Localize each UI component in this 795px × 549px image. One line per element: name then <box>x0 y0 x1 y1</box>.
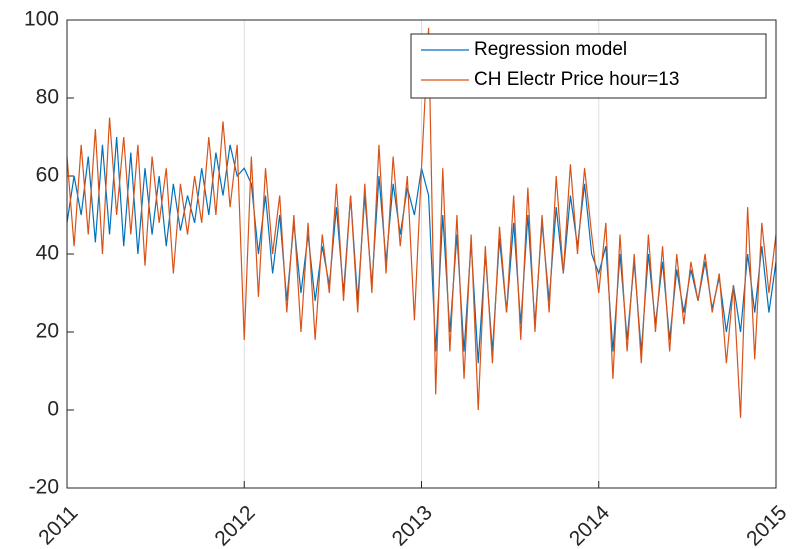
legend-box <box>410 33 767 99</box>
y-tick-label: 60 <box>36 164 59 187</box>
legend-label: Regression model <box>474 39 627 60</box>
x-tick-label: 2011 <box>34 501 82 549</box>
legend: Regression model CH Electr Price hour=13 <box>410 33 767 99</box>
legend-label: CH Electr Price hour=13 <box>474 69 679 90</box>
x-tick-label: 2013 <box>388 501 437 549</box>
x-tick-label: 2012 <box>210 501 259 549</box>
y-tick-label: 0 <box>47 398 59 421</box>
x-tick-label: 2014 <box>565 501 615 549</box>
y-tick-label: -20 <box>29 476 59 499</box>
y-tick-label: 80 <box>36 86 59 109</box>
y-tick-label: 100 <box>24 8 59 31</box>
axes-box <box>66 19 777 489</box>
y-tick-label: 20 <box>36 320 59 343</box>
x-tick-label: 2015 <box>742 501 791 549</box>
series-line <box>66 27 777 418</box>
y-tick-label: 40 <box>36 242 59 265</box>
